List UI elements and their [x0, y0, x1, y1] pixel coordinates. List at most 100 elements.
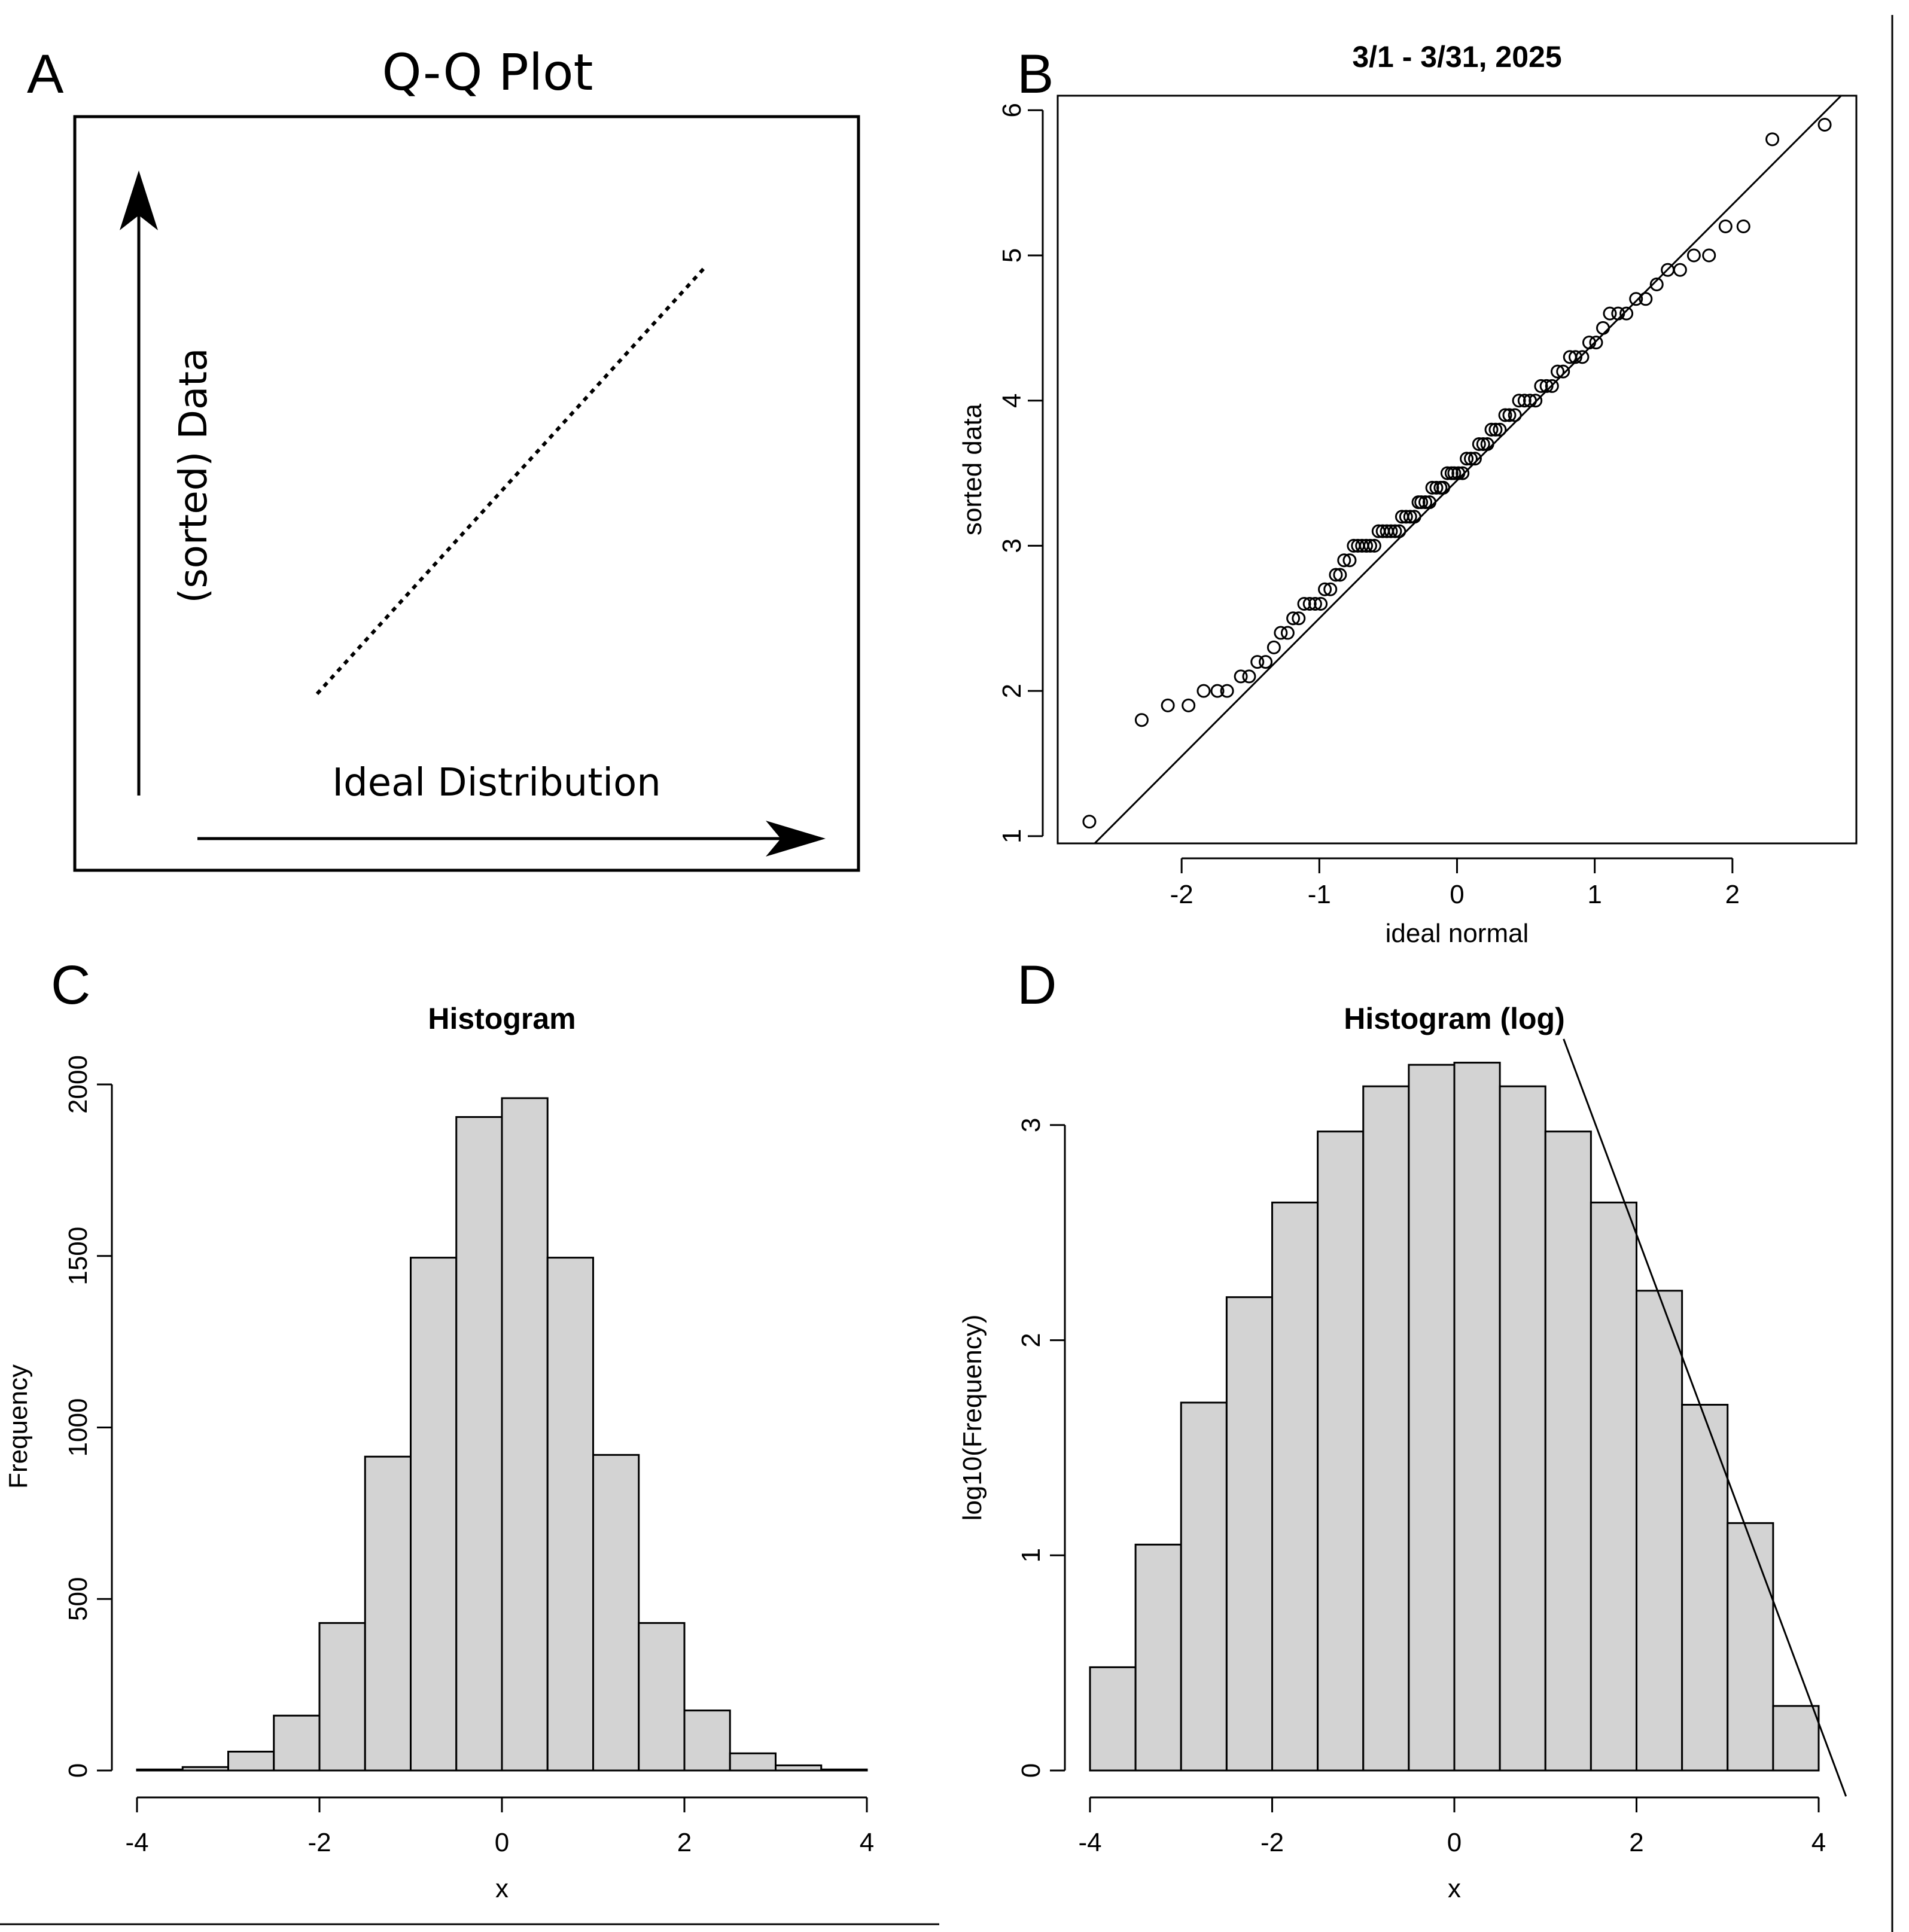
x-tick-label: 4	[860, 1828, 874, 1857]
data-point	[1440, 466, 1454, 480]
data-point	[1429, 480, 1444, 495]
histogram-bar	[729, 1752, 777, 1772]
histogram-bar	[1134, 1543, 1182, 1772]
data-point	[1502, 408, 1517, 422]
y-tick-label: 2	[997, 684, 1027, 698]
y-tick-label: 0	[63, 1763, 93, 1778]
data-point	[1523, 394, 1537, 408]
data-point	[1280, 626, 1295, 640]
data-point	[1736, 219, 1750, 233]
data-point	[1551, 364, 1565, 379]
y-tick-label: 1	[997, 829, 1027, 843]
data-point	[1259, 655, 1273, 669]
data-point	[1476, 437, 1490, 452]
panel-c-histogram: C Histogram 0 500 1000 1500 2000 -4 -2 0 2 4 x Frequ…	[4, 955, 874, 1903]
data-point	[1323, 582, 1338, 596]
data-point	[1582, 336, 1596, 350]
histogram-bar	[1772, 1705, 1820, 1772]
data-point	[1318, 582, 1332, 596]
data-point	[1718, 219, 1733, 233]
histogram-bar	[1317, 1130, 1365, 1772]
panel-letter-b: B	[1017, 44, 1054, 105]
y-arrowhead-icon	[120, 170, 158, 230]
data-point	[1425, 480, 1439, 495]
data-point	[1359, 538, 1374, 553]
histogram-bar	[1590, 1201, 1637, 1772]
histogram-bar	[683, 1709, 731, 1772]
data-point	[1337, 553, 1351, 568]
panel-letter-a: A	[27, 44, 64, 105]
data-point	[1673, 263, 1687, 277]
data-point	[1161, 698, 1175, 712]
data-point	[1333, 568, 1347, 582]
y-tick-label: 500	[63, 1577, 93, 1621]
histogram-bar	[592, 1453, 640, 1772]
panel-letter-c: C	[51, 955, 90, 1016]
data-point	[1308, 597, 1322, 611]
x-tick-label: 2	[677, 1828, 692, 1857]
histogram-bar	[136, 1768, 184, 1772]
y-tick-label: 1000	[63, 1398, 93, 1457]
data-point	[1649, 278, 1664, 292]
data-point	[1686, 248, 1701, 263]
data-point	[1556, 364, 1570, 379]
y-tick-label: 2	[1016, 1333, 1046, 1347]
data-point	[1508, 408, 1522, 422]
panel-d-log-histogram: D Histogram (log) 0 1 2 3 -4 -2 0 2 4 x log10(Frequ…	[958, 955, 1847, 1903]
panel-b-qq-plot: B 3/1 - 3/31, 2025 1 2 3 4 5 6 -2 -1 0 1 2 ideal nor…	[958, 40, 1858, 948]
plot-frame	[1057, 95, 1858, 845]
y-arrow-label: (sorted) Data	[172, 348, 216, 604]
data-point	[1302, 597, 1317, 611]
data-point	[1498, 408, 1512, 422]
y-tick-label: 3	[997, 538, 1027, 553]
data-point	[1611, 306, 1625, 321]
histogram-bar	[364, 1455, 412, 1772]
data-point	[1639, 292, 1653, 306]
data-point	[1488, 422, 1503, 437]
chart-title: 3/1 - 3/31, 2025	[1352, 40, 1561, 74]
data-point	[1314, 597, 1328, 611]
y-tick-label: 3	[1016, 1118, 1046, 1132]
histogram-bar	[546, 1257, 594, 1772]
data-point	[1082, 815, 1097, 829]
qq-dotted-line	[315, 264, 708, 696]
data-point	[1363, 538, 1377, 553]
histogram-bar	[638, 1622, 686, 1772]
histogram-bar	[1544, 1130, 1592, 1772]
data-point	[1451, 466, 1466, 480]
data-point	[1619, 306, 1634, 321]
data-point	[1456, 466, 1470, 480]
data-point	[1464, 452, 1478, 466]
data-point	[1399, 510, 1413, 524]
y-tick-label: 0	[1016, 1763, 1046, 1778]
data-point	[1422, 495, 1436, 510]
y-tick-label: 1	[1016, 1548, 1046, 1562]
data-point	[1414, 495, 1429, 510]
data-point	[1568, 350, 1582, 364]
x-arrowhead-icon	[766, 821, 826, 857]
x-tick-label: 2	[1629, 1828, 1643, 1857]
data-point	[1517, 394, 1532, 408]
chart-title: Histogram	[428, 1002, 576, 1035]
histogram-bar	[1727, 1522, 1774, 1772]
panel-a-frame	[73, 115, 860, 872]
data-point	[1467, 452, 1482, 466]
data-point	[1472, 437, 1486, 452]
x-tick-label: -2	[307, 1828, 331, 1857]
x-arrow-label: Ideal Distribution	[332, 761, 661, 805]
y-tick-label: 4	[997, 393, 1027, 407]
data-point	[1274, 626, 1288, 640]
histogram-bar	[1636, 1290, 1683, 1772]
histogram-bar	[410, 1257, 458, 1772]
data-point	[1575, 350, 1590, 364]
histogram-bar	[820, 1768, 868, 1772]
x-tick-label: 0	[495, 1828, 509, 1857]
data-point	[1545, 379, 1559, 393]
x-tick-label: -4	[125, 1828, 148, 1857]
data-point	[1484, 422, 1499, 437]
y-axis-title: sorted data	[958, 403, 987, 535]
histogram-bar	[455, 1116, 503, 1772]
data-point	[1250, 655, 1265, 669]
histogram-bar	[1499, 1085, 1546, 1772]
